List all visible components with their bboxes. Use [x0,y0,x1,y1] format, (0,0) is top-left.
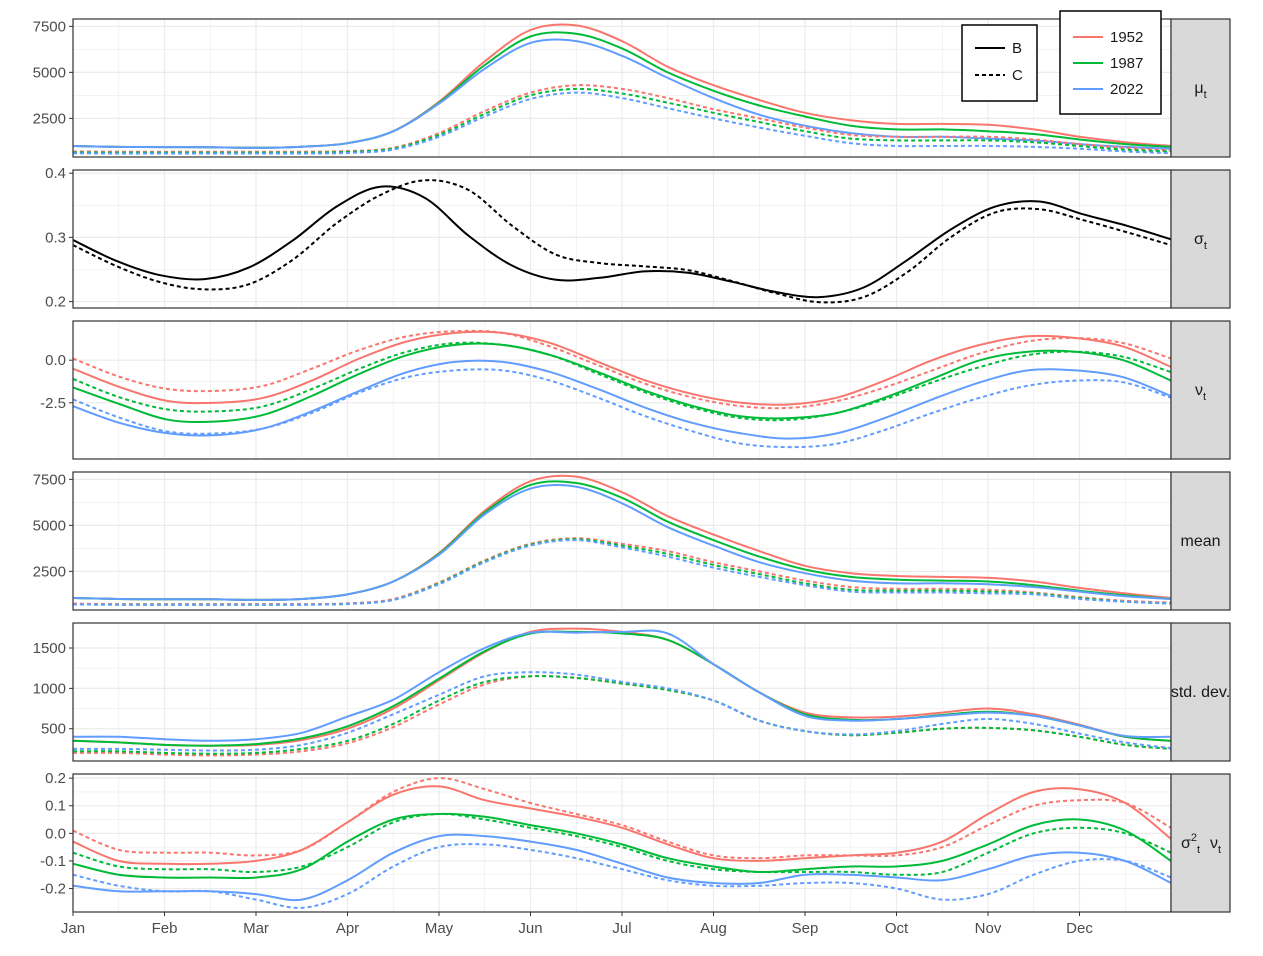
legend-label: B [1012,40,1022,57]
series-line [73,843,1171,909]
series-line [73,341,1171,422]
x-tick-label: Apr [336,920,359,937]
strip-label: μt [1194,80,1206,101]
strip-label: mean [1180,533,1220,550]
series-line [73,185,1171,299]
panel-strip [1170,18,1231,158]
y-tick-label: 5000 [33,517,66,534]
x-tick-label: Jun [518,920,542,937]
y-tick-label: 7500 [33,471,66,488]
y-tick-label: 1500 [33,640,66,657]
series-line [73,91,1171,155]
strip-symbol: μ [1194,80,1203,97]
x-tick-label: Jan [61,920,85,937]
x-tick-label: Dec [1066,920,1093,937]
x-tick-label: Oct [885,920,909,937]
series-line [73,539,1171,606]
strip-label: σ2t [1181,832,1200,856]
legend-label: 1987 [1110,55,1143,72]
x-tick-label: Mar [243,920,269,937]
legend-label: 2022 [1110,81,1143,98]
series-line [73,38,1171,150]
y-tick-label: 0.0 [45,352,66,369]
strip-label: νt [1195,382,1206,403]
series-group [73,329,1171,449]
y-tick-label: 0.2 [45,294,66,311]
strip-superscript: 2 [1191,832,1197,844]
panel-5: 500 1000 1500 std. dev. [33,622,1231,762]
series-line [73,812,1171,876]
y-tick-label: 7500 [33,18,66,35]
panel-3: -2.5 0.0 νt [40,320,1231,460]
y-tick-label: 500 [41,721,66,738]
x-tick-label: Jul [612,920,631,937]
strip-subscript: t [1203,391,1206,403]
strip-subscript: t [1218,844,1221,856]
series-line [73,833,1171,902]
strip-label: std. dev. [1171,684,1230,701]
legend-label: C [1012,67,1023,84]
series-line [73,179,1171,304]
series-line [73,675,1171,755]
strip-symbol: ν [1210,835,1218,852]
y-tick-label: 0.0 [45,825,66,842]
y-tick-label: 0.3 [45,229,66,246]
strip-symbol: σ [1194,231,1204,248]
x-tick-label: Aug [700,920,727,937]
strip-subscript: t [1204,89,1207,101]
series-group [73,23,1171,155]
x-tick-label: Sep [792,920,819,937]
series-line [73,368,1171,449]
y-tick-label: -0.1 [40,853,66,870]
y-tick-label: 0.4 [45,165,66,182]
legend-label: 1952 [1110,29,1143,46]
x-tick-label: Nov [975,920,1002,937]
series-line [73,671,1171,752]
panel-1: 2500 5000 7500 μt [33,18,1231,158]
y-tick-label: 2500 [33,110,66,127]
y-tick-label: -0.2 [40,881,66,898]
y-tick-label: 5000 [33,64,66,81]
legend-linetype: BC [961,24,1038,102]
strip-label: σt [1194,231,1207,252]
y-tick-label: 2500 [33,563,66,580]
panel-strip [1170,169,1231,309]
strip-subscript: t [1197,844,1200,856]
strip-symbol: ν [1195,382,1203,399]
panel-strip [1170,471,1231,611]
strip-symbol: σ [1181,835,1191,852]
y-tick-label: -2.5 [40,395,66,412]
series-group [73,474,1171,606]
legend-color: 1952 1987 2022 [1059,10,1162,115]
panel-4: 2500 5000 7500 mean [33,471,1231,611]
y-tick-label: 0.1 [45,798,66,815]
series-line [73,484,1171,601]
series-group [73,777,1171,909]
strip-label: νt [1210,835,1221,856]
series-group [73,179,1171,304]
series-line [73,330,1171,406]
panel-strip [1170,773,1231,913]
panel-strip [1170,320,1231,460]
series-line [73,629,1171,742]
panel-2: 0.2 0.3 0.4 σt [45,165,1231,311]
legend-box [961,24,1038,102]
series-line [73,812,1171,880]
series-line [73,342,1171,424]
strip-subscript: t [1204,240,1207,252]
panel-strip [1170,622,1231,762]
x-tick-label: Feb [152,920,178,937]
x-tick-label: May [425,920,454,937]
y-tick-label: 0.2 [45,770,66,787]
series-group [73,627,1171,757]
series-line [73,329,1171,410]
y-tick-label: 1000 [33,680,66,697]
series-line [73,785,1171,866]
